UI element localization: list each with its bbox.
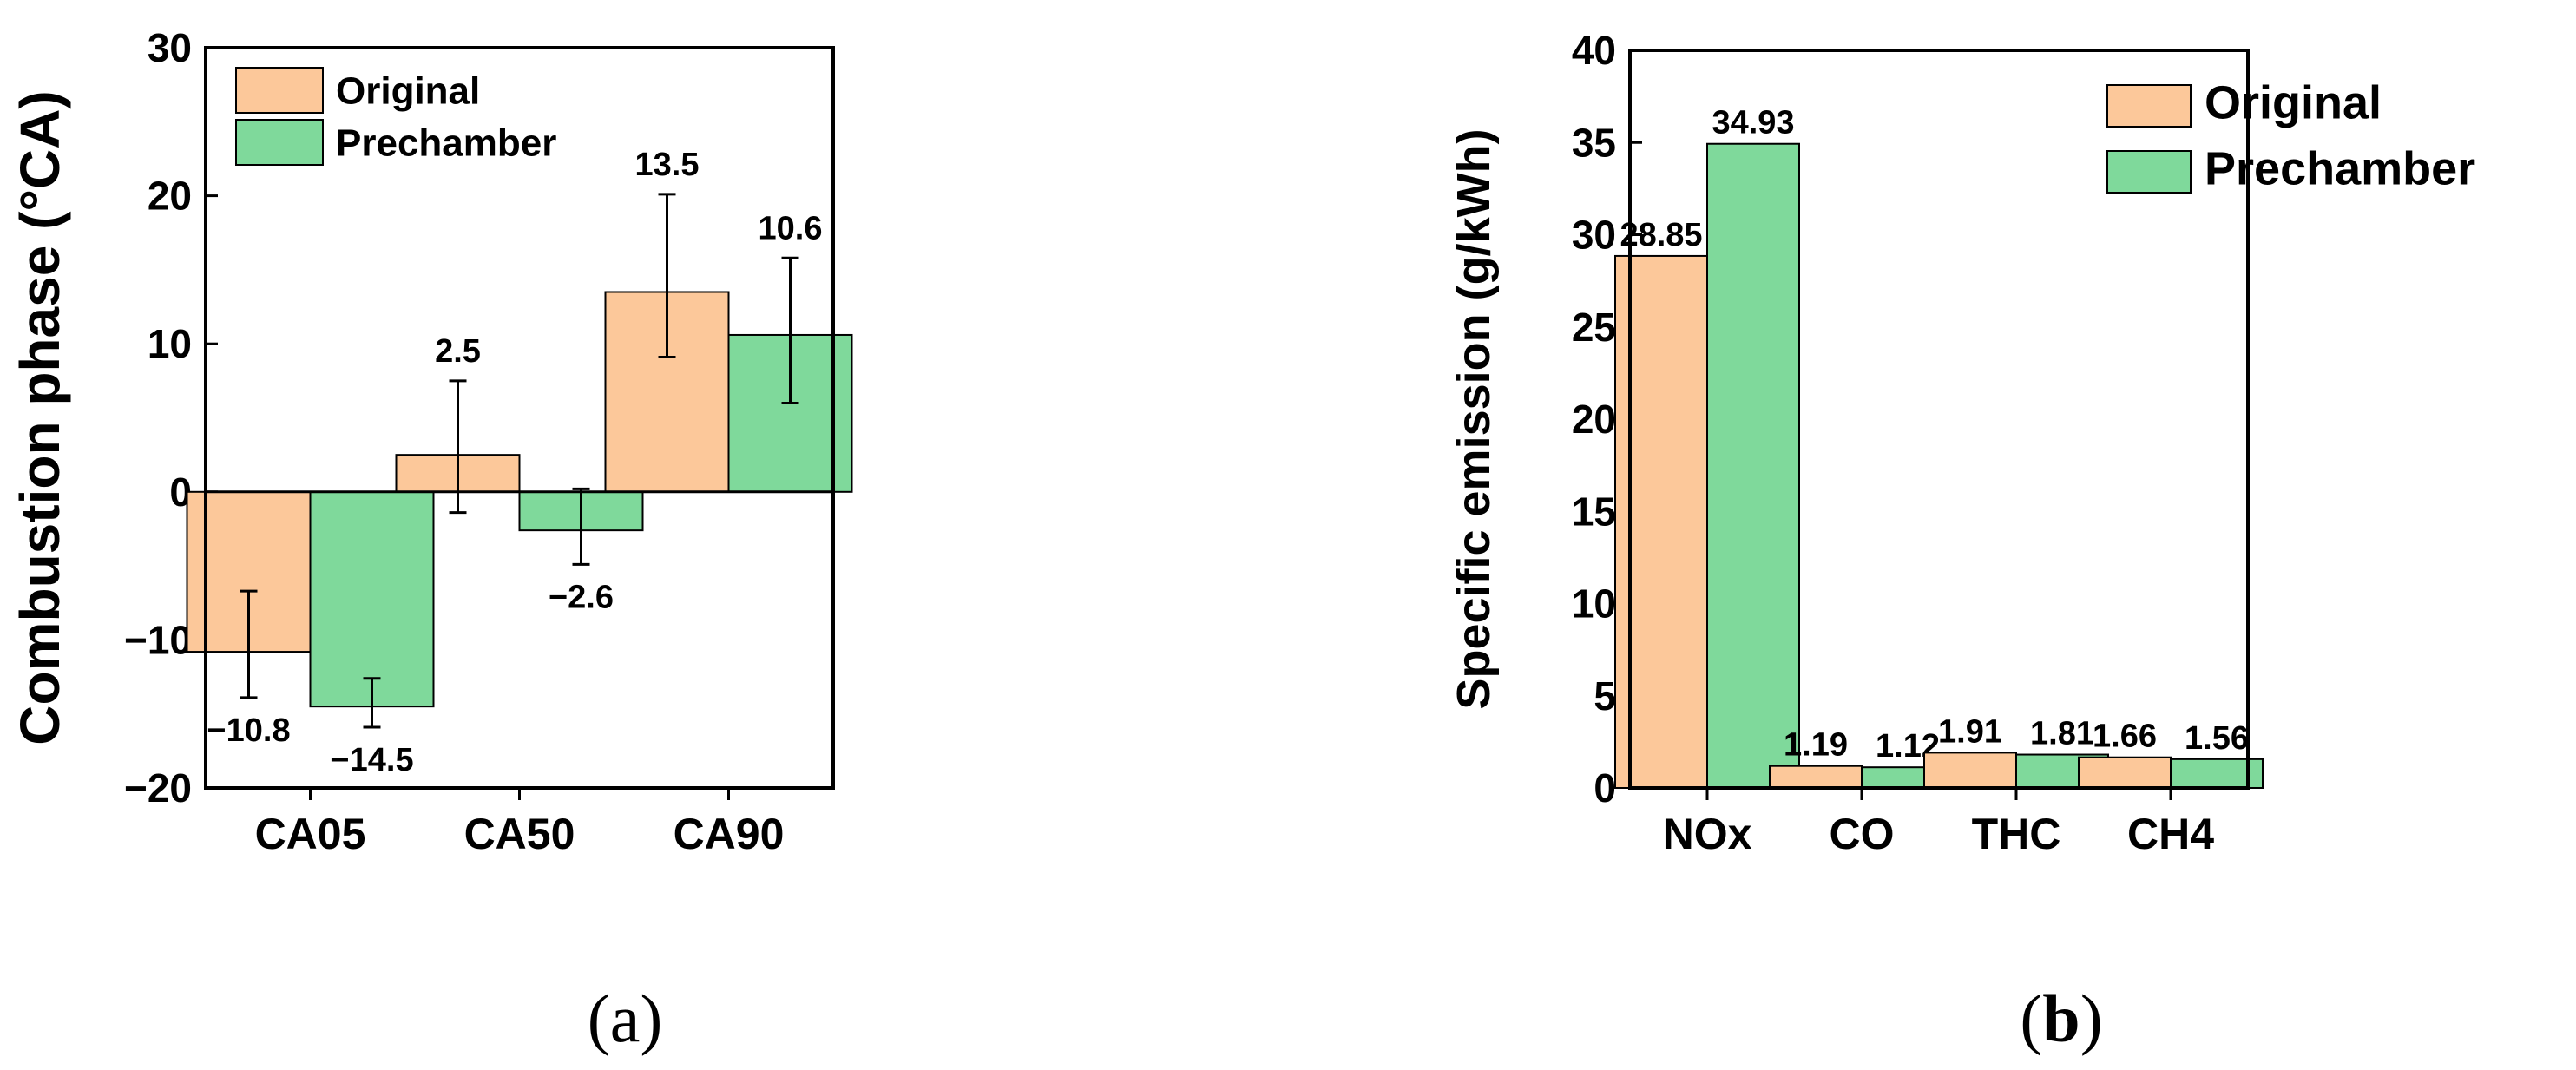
data-label: 1.91 <box>1938 713 2002 750</box>
legend-swatch <box>235 119 324 166</box>
y-tick-label: 15 <box>1572 489 1616 534</box>
legend-swatch <box>2106 150 2192 194</box>
y-tick-label: 0 <box>1594 765 1616 811</box>
y-tick-label: 30 <box>1572 213 1616 258</box>
y-axis-label: Combustion phase (°CA) <box>9 90 71 745</box>
y-axis-label: Specific emission (g/kWh) <box>1448 128 1500 709</box>
x-tick-label: CA90 <box>674 810 785 858</box>
y-tick-label: 10 <box>148 321 192 366</box>
data-label: 28.85 <box>1620 217 1702 253</box>
y-tick-label: 20 <box>148 174 192 219</box>
legend-label: Original <box>336 70 480 113</box>
data-label: −2.6 <box>549 579 614 615</box>
plot-frame <box>1628 49 2250 790</box>
data-label: −14.5 <box>330 742 413 778</box>
data-label: 1.66 <box>2093 719 2157 755</box>
legend-label: Original <box>2205 76 2382 128</box>
data-label: 2.5 <box>435 333 481 370</box>
y-tick-label: −20 <box>124 765 192 811</box>
legend-swatch <box>235 67 324 114</box>
bar-prechamber <box>309 490 435 708</box>
data-label: 10.6 <box>759 210 823 246</box>
legend-swatch <box>2106 84 2192 128</box>
x-tick-label: NOx <box>1663 810 1752 858</box>
x-tick-label: CH4 <box>2127 810 2214 858</box>
data-label: 1.81 <box>2030 716 2094 752</box>
bar-original <box>1923 752 2017 789</box>
x-tick-label: CA50 <box>464 810 575 858</box>
x-tick-label: CA05 <box>255 810 366 858</box>
bar-prechamber <box>1706 142 1800 790</box>
x-tick-label: THC <box>1972 810 2061 858</box>
y-tick-label: 35 <box>1572 120 1616 165</box>
plot-frame <box>204 46 835 790</box>
y-tick-label: 25 <box>1572 305 1616 350</box>
y-tick-label: 40 <box>1572 28 1616 73</box>
bar-original <box>1769 765 1863 790</box>
chart-b-sublabel: (b) <box>2020 981 2102 1056</box>
data-label: 34.93 <box>1712 105 1794 141</box>
y-tick-label: 5 <box>1594 673 1616 719</box>
chart-b-specific-emission: 0 5 10 15 20 25 30 35 40 Specific emission (g/kWh… <box>1448 28 2475 858</box>
legend-label: Prechamber <box>2205 142 2475 194</box>
y-tick-label: 20 <box>1572 397 1616 442</box>
data-label: −10.8 <box>207 712 290 749</box>
y-tick-label: 10 <box>1572 581 1616 627</box>
chart-a-sublabel: (a) <box>588 981 663 1056</box>
data-label: 1.56 <box>2185 720 2249 757</box>
y-tick-label: −10 <box>124 617 192 662</box>
data-label: 13.5 <box>635 147 700 183</box>
legend-label: Prechamber <box>336 122 556 165</box>
y-tick-label: 30 <box>148 25 192 70</box>
x-tick-label: CO <box>1830 810 1895 858</box>
data-label: 1.19 <box>1784 727 1848 764</box>
bar-original <box>2078 756 2172 789</box>
